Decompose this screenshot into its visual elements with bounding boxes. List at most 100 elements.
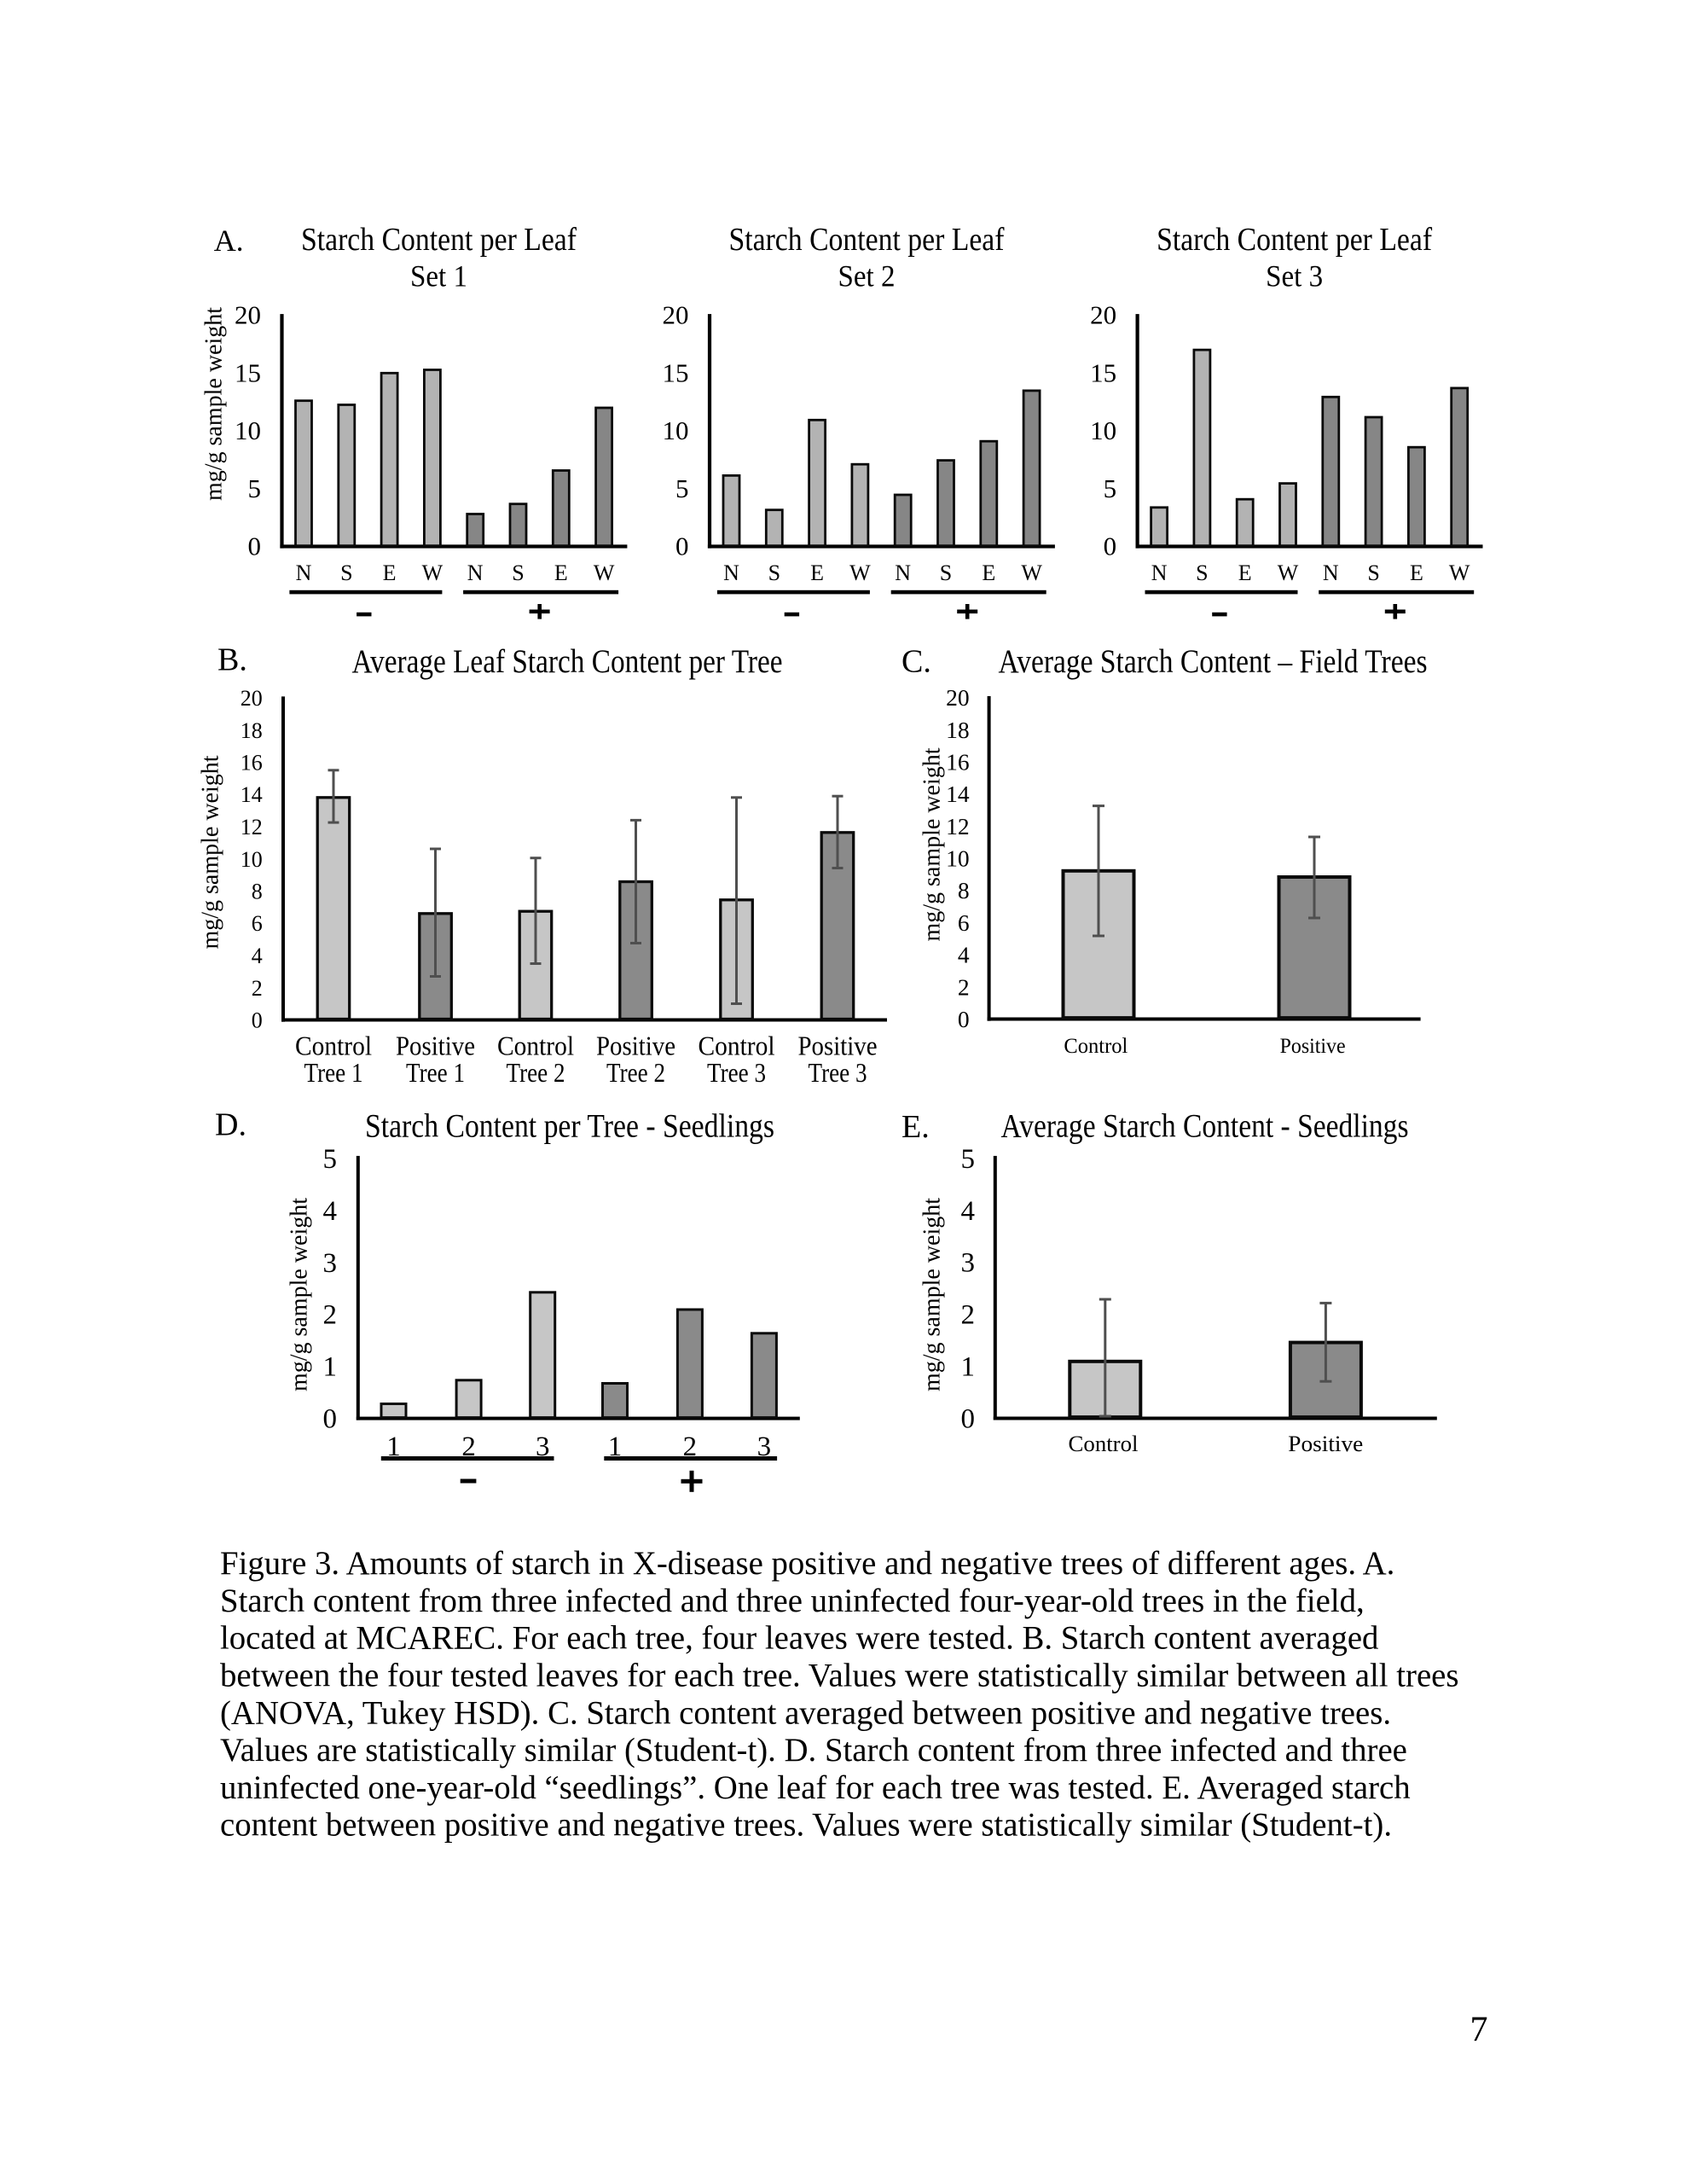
svg-text:Tree 1: Tree 1 bbox=[304, 1057, 363, 1088]
svg-text:W: W bbox=[1278, 561, 1299, 585]
svg-text:0: 0 bbox=[1104, 531, 1117, 561]
svg-text:Tree 2: Tree 2 bbox=[507, 1057, 565, 1088]
svg-text:S: S bbox=[512, 561, 524, 585]
svg-text:6: 6 bbox=[958, 909, 970, 936]
svg-text:B.: B. bbox=[217, 642, 247, 677]
svg-text:N: N bbox=[723, 561, 739, 585]
svg-text:12: 12 bbox=[946, 813, 970, 839]
svg-text:W: W bbox=[594, 561, 615, 585]
svg-text:18: 18 bbox=[241, 718, 263, 743]
svg-text:15: 15 bbox=[235, 357, 261, 387]
svg-text:Starch content from three infe: Starch content from three infected and t… bbox=[220, 1583, 1365, 1619]
svg-text:Positive: Positive bbox=[596, 1031, 675, 1061]
svg-text:content between positive and n: content between positive and negative tr… bbox=[220, 1807, 1392, 1844]
svg-text:1: 1 bbox=[608, 1432, 623, 1462]
svg-text:N: N bbox=[895, 561, 911, 585]
svg-text:N: N bbox=[1323, 561, 1339, 585]
svg-text:5: 5 bbox=[1104, 473, 1117, 503]
svg-text:1: 1 bbox=[323, 1352, 338, 1383]
svg-text:16: 16 bbox=[946, 749, 970, 775]
svg-text:S: S bbox=[940, 561, 952, 585]
svg-text:N: N bbox=[467, 561, 484, 585]
svg-text:18: 18 bbox=[946, 717, 970, 743]
svg-text:Starch Content per Leaf: Starch Content per Leaf bbox=[301, 222, 577, 258]
svg-text:0: 0 bbox=[252, 1008, 263, 1033]
svg-text:14: 14 bbox=[241, 782, 263, 807]
svg-text:E.: E. bbox=[901, 1109, 930, 1145]
svg-text:7: 7 bbox=[1470, 2011, 1488, 2050]
svg-text:E: E bbox=[554, 561, 568, 585]
svg-text:14: 14 bbox=[946, 781, 970, 807]
svg-text:Average Starch Content – Field: Average Starch Content – Field Trees bbox=[999, 642, 1428, 680]
svg-text:8: 8 bbox=[958, 877, 970, 903]
svg-text:10: 10 bbox=[235, 415, 261, 445]
svg-text:S: S bbox=[1196, 561, 1208, 585]
svg-text:mg/g sample weight: mg/g sample weight bbox=[919, 1198, 946, 1391]
svg-text:mg/g sample weight: mg/g sample weight bbox=[286, 1198, 313, 1391]
svg-text:2: 2 bbox=[323, 1300, 338, 1331]
svg-text:Set 3: Set 3 bbox=[1266, 259, 1323, 293]
svg-text:S: S bbox=[1367, 561, 1379, 585]
svg-text:3: 3 bbox=[536, 1432, 550, 1462]
svg-text:Positive: Positive bbox=[1280, 1035, 1346, 1058]
svg-text:Tree 3: Tree 3 bbox=[809, 1057, 867, 1088]
svg-text:Tree 1: Tree 1 bbox=[406, 1057, 465, 1088]
svg-text:Tree 3: Tree 3 bbox=[707, 1057, 766, 1088]
svg-text:6: 6 bbox=[252, 911, 263, 936]
svg-text:Average Starch Content - Seedl: Average Starch Content - Seedlings bbox=[1001, 1107, 1409, 1145]
svg-text:located at MCAREC. For each tr: located at MCAREC. For each tree, four l… bbox=[220, 1620, 1378, 1657]
svg-text:C.: C. bbox=[901, 643, 931, 679]
svg-text:E: E bbox=[1410, 561, 1423, 585]
svg-text:10: 10 bbox=[1090, 415, 1116, 445]
svg-text:0: 0 bbox=[958, 1006, 970, 1032]
svg-text:W: W bbox=[422, 561, 443, 585]
svg-text:20: 20 bbox=[235, 300, 261, 330]
svg-text:2: 2 bbox=[683, 1432, 698, 1462]
svg-text:0: 0 bbox=[323, 1404, 338, 1435]
svg-text:4: 4 bbox=[961, 1196, 976, 1227]
svg-text:20: 20 bbox=[241, 686, 263, 711]
svg-text:Positive: Positive bbox=[396, 1031, 475, 1061]
svg-text:8: 8 bbox=[252, 880, 263, 904]
svg-text:Starch Content per Leaf: Starch Content per Leaf bbox=[729, 222, 1005, 258]
svg-text:Control: Control bbox=[1069, 1432, 1139, 1456]
svg-text:3: 3 bbox=[757, 1432, 772, 1462]
svg-text:2: 2 bbox=[961, 1300, 976, 1331]
svg-text:Starch Content per Tree - Seed: Starch Content per Tree - Seedlings bbox=[365, 1107, 774, 1145]
svg-text:Control: Control bbox=[295, 1031, 372, 1061]
svg-text:N: N bbox=[296, 561, 312, 585]
svg-text:S: S bbox=[340, 561, 352, 585]
svg-text:15: 15 bbox=[1090, 357, 1116, 387]
svg-text:between the four tested leaves: between the four tested leaves for each … bbox=[220, 1658, 1458, 1694]
svg-text:Set 2: Set 2 bbox=[838, 259, 896, 293]
svg-text:0: 0 bbox=[961, 1404, 976, 1435]
svg-text:Positive: Positive bbox=[1288, 1432, 1363, 1456]
svg-text:E: E bbox=[982, 561, 995, 585]
svg-text:3: 3 bbox=[961, 1248, 976, 1279]
svg-text:10: 10 bbox=[241, 847, 263, 872]
svg-text:mg/g sample weight: mg/g sample weight bbox=[919, 748, 946, 942]
svg-text:mg/g sample weight: mg/g sample weight bbox=[197, 756, 224, 950]
svg-text:E: E bbox=[810, 561, 824, 585]
svg-text:5: 5 bbox=[248, 473, 262, 503]
svg-text:Control: Control bbox=[497, 1031, 574, 1061]
svg-text:5: 5 bbox=[675, 473, 689, 503]
svg-text:uninfected one-year-old “seedl: uninfected one-year-old “seedlings”. One… bbox=[220, 1769, 1411, 1806]
svg-text:S: S bbox=[768, 561, 780, 585]
svg-text:0: 0 bbox=[675, 531, 689, 561]
svg-text:A.: A. bbox=[214, 224, 244, 258]
svg-text:Control: Control bbox=[699, 1031, 775, 1061]
svg-text:Values are statistically simil: Values are statistically similar (Studen… bbox=[220, 1732, 1407, 1769]
svg-text:16: 16 bbox=[241, 751, 263, 775]
svg-text:4: 4 bbox=[958, 942, 970, 968]
svg-text:0: 0 bbox=[248, 531, 262, 561]
svg-text:Starch Content per Leaf: Starch Content per Leaf bbox=[1157, 222, 1432, 258]
svg-text:2: 2 bbox=[461, 1432, 476, 1462]
svg-text:W: W bbox=[1021, 561, 1042, 585]
svg-text:Tree 2: Tree 2 bbox=[606, 1057, 665, 1088]
svg-text:20: 20 bbox=[663, 300, 689, 330]
svg-text:15: 15 bbox=[663, 357, 689, 387]
svg-text:3: 3 bbox=[323, 1248, 338, 1279]
svg-text:(ANOVA, Tukey HSD). C. Starch: (ANOVA, Tukey HSD). C. Starch content av… bbox=[220, 1694, 1391, 1731]
svg-text:1: 1 bbox=[961, 1352, 976, 1383]
